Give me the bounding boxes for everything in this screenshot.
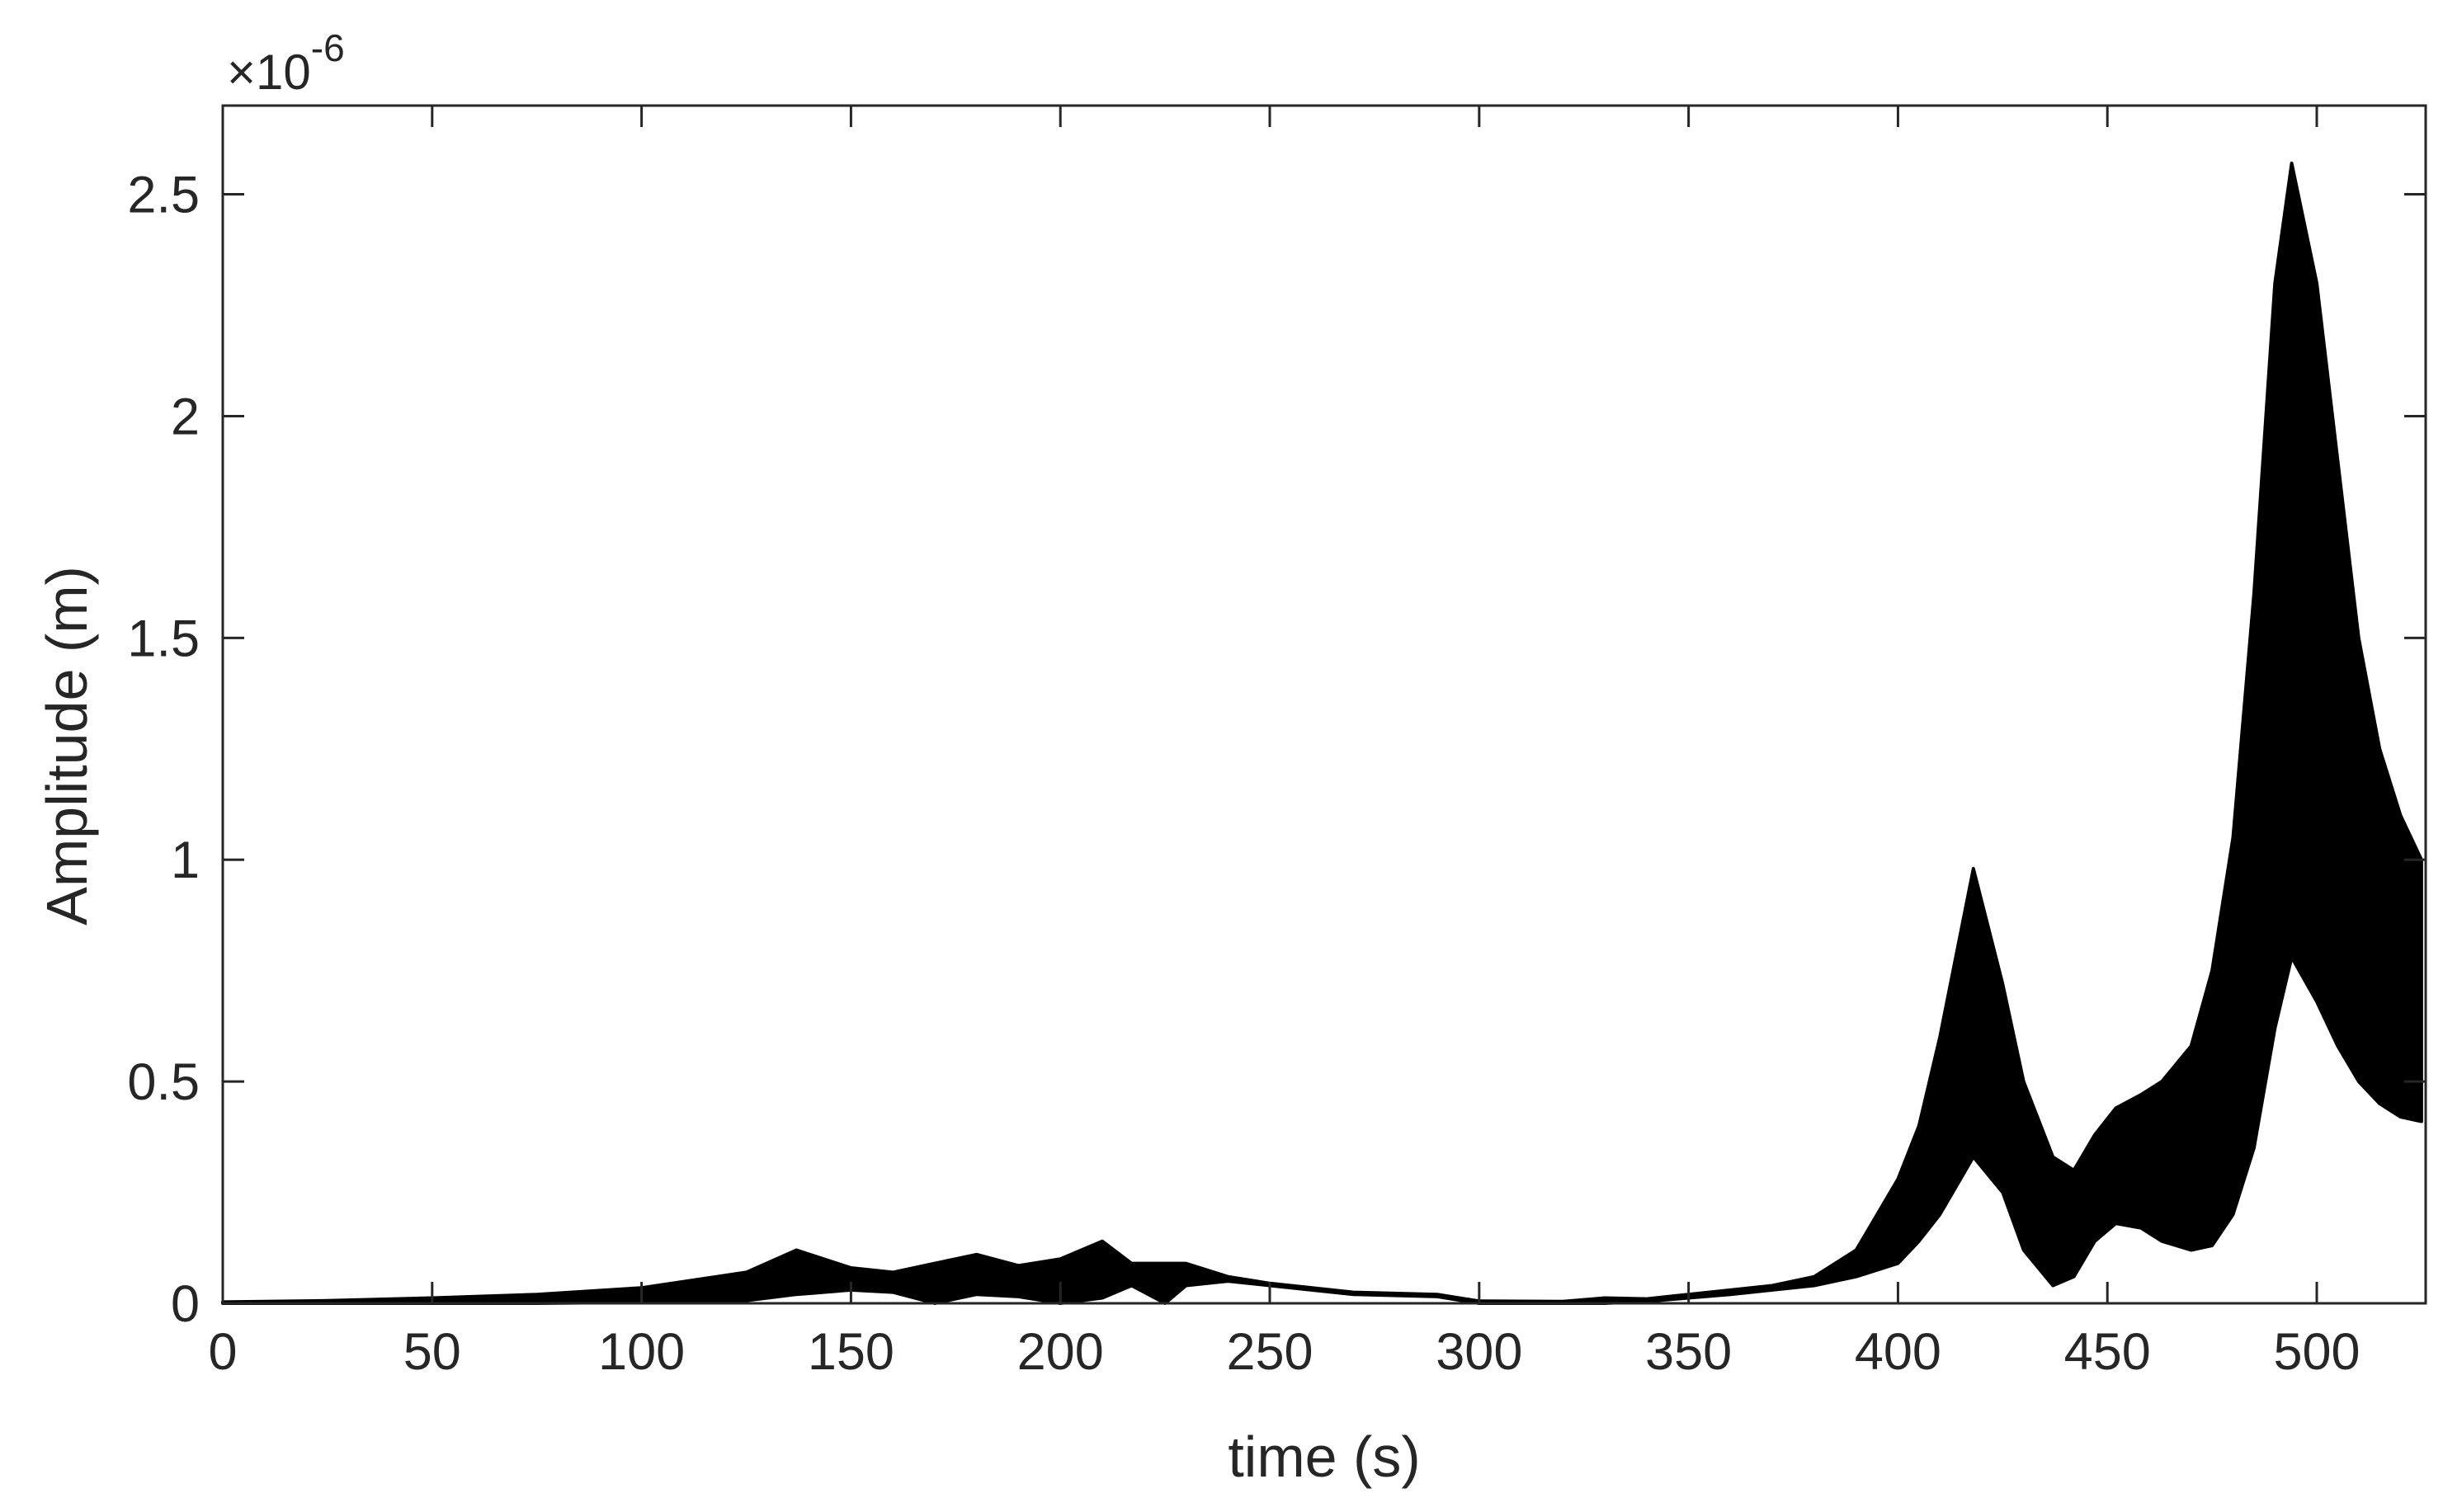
x-axis-label: time (s): [1228, 1425, 1420, 1489]
x-tick-label: 500: [2273, 1323, 2360, 1381]
amplitude-envelope-series-0: [221, 161, 2423, 1305]
y-exponent-prefix: ×10: [227, 45, 311, 100]
plot-area: [221, 161, 2423, 1305]
y-tick-label: 0.5: [127, 1053, 200, 1111]
y-tick-label: 1: [171, 831, 200, 889]
y-tick-label: 0: [171, 1275, 200, 1333]
x-tick-label: 0: [208, 1323, 237, 1381]
x-axis: 0 50 100 150 200 250 300 350 400 450 500: [208, 106, 2360, 1381]
axes-box: [221, 104, 2427, 1305]
x-tick-label: 50: [403, 1323, 461, 1381]
x-tick-label: 250: [1226, 1323, 1313, 1381]
y-exponent-label: ×10-6: [227, 26, 345, 100]
x-tick-label: 100: [598, 1323, 685, 1381]
x-tick-label: 350: [1645, 1323, 1732, 1381]
y-tick-label: 2.5: [127, 167, 200, 224]
y-axis-label: Amplitude (m): [35, 566, 99, 926]
x-tick-label: 150: [808, 1323, 894, 1381]
x-tick-label: 200: [1017, 1323, 1104, 1381]
x-tick-label: 400: [1855, 1323, 1941, 1381]
x-tick-label: 300: [1436, 1323, 1522, 1381]
y-axis: 0 0.5 1 1.5 2 2.5: [127, 167, 2426, 1333]
x-tick-label: 450: [2064, 1323, 2151, 1381]
y-tick-label: 1.5: [127, 610, 200, 667]
y-tick-label: 2: [171, 388, 200, 445]
y-exponent-power: -6: [311, 26, 345, 69]
